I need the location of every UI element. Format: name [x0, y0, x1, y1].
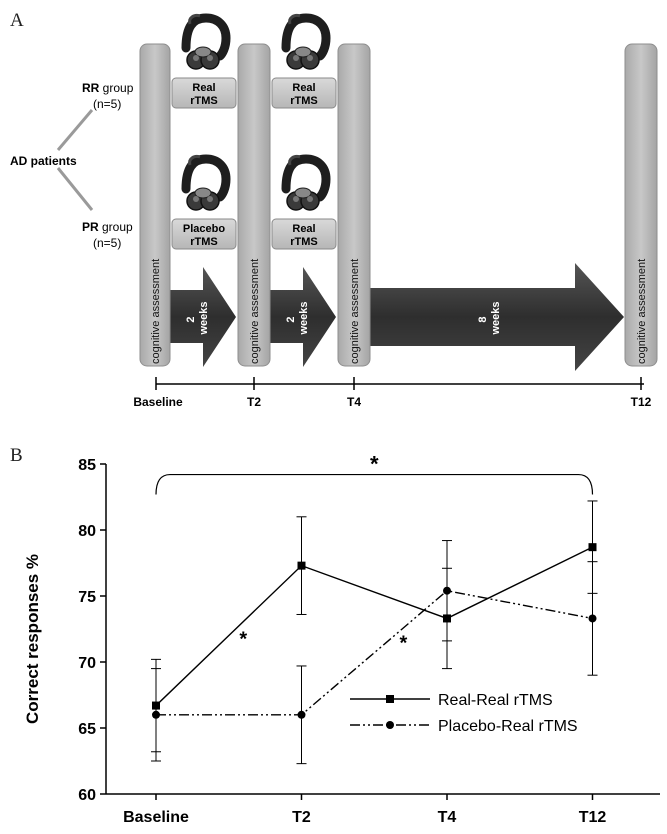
series-line [156, 589, 593, 716]
timeline-label: Baseline [133, 395, 183, 409]
y-tick-label: 75 [78, 589, 96, 606]
svg-text:2 weeks: 2 weeks [285, 301, 310, 335]
arrow-2: 2 weeks [270, 267, 336, 367]
x-tick-label: T12 [579, 809, 607, 826]
panel-b-letter: B [10, 445, 23, 466]
rr-period2-box: Real rTMS [271, 77, 337, 109]
significance-star: * [370, 452, 379, 477]
svg-text:rTMS: rTMS [290, 95, 318, 107]
line-chart: 60 65 70 75 80 85 Baseline T2 T4 T12 Correct respo… [23, 452, 660, 826]
rtms-coil-icon [186, 156, 226, 210]
rr-period1-box: Real rTMS [171, 77, 237, 109]
data-point-circle [152, 710, 160, 719]
svg-text:cognitive assessment: cognitive assessment [349, 259, 361, 364]
rtms-coil-icon [286, 156, 326, 210]
data-point-square [297, 561, 306, 570]
pr-period2-box: Real rTMS [271, 218, 337, 250]
timeline-label: T2 [247, 395, 261, 409]
svg-text:rTMS: rTMS [290, 236, 318, 248]
rr-group-n: (n=5) [93, 97, 121, 111]
rr-group-label: RR group [82, 81, 134, 95]
legend-label: Real-Real rTMS [438, 692, 553, 709]
assessment-column-t12: cognitive assessment [624, 43, 658, 367]
assessment-column-t4: cognitive assessment [337, 43, 371, 367]
rtms-coil-icon [186, 15, 226, 69]
panel-a-letter: A [10, 10, 24, 31]
x-tick-label: Baseline [123, 809, 189, 826]
pr-group-label: PR group [82, 220, 133, 234]
group-tree: AD patients RR group (n=5) PR group (n=5… [10, 81, 134, 250]
pr-group-n: (n=5) [93, 236, 121, 250]
x-tick-label: T4 [438, 809, 457, 826]
study-design-diagram: AD patients RR group (n=5) PR group (n=5… [10, 0, 658, 409]
x-tick-label: T2 [292, 809, 311, 826]
timeline: Baseline T2 T4 T12 [133, 377, 652, 409]
svg-text:Real: Real [292, 223, 315, 235]
y-tick-label: 65 [78, 721, 96, 738]
timeline-label: T4 [347, 395, 361, 409]
data-point-circle [297, 710, 306, 719]
svg-text:Real: Real [192, 82, 215, 94]
data-point-circle [588, 614, 597, 623]
series-line [155, 546, 593, 707]
y-tick-label: 80 [78, 523, 96, 540]
svg-text:Placebo: Placebo [183, 223, 225, 235]
significance-star: * [399, 633, 407, 655]
legend-marker-circle [386, 721, 394, 729]
y-axis-label: Correct responses % [23, 554, 42, 724]
svg-text:2 weeks: 2 weeks [185, 301, 210, 335]
significance-bracket [155, 473, 594, 495]
svg-text:cognitive assessment: cognitive assessment [249, 259, 261, 364]
svg-text:Real: Real [292, 82, 315, 94]
legend-label: Placebo-Real rTMS [438, 718, 578, 735]
significance-star: * [239, 629, 247, 651]
svg-text:rTMS: rTMS [190, 95, 218, 107]
svg-text:8 weeks: 8 weeks [477, 301, 502, 335]
svg-text:rTMS: rTMS [190, 236, 218, 248]
assessment-column-baseline: cognitive assessment [139, 43, 171, 367]
y-tick-label: 70 [78, 655, 96, 672]
y-tick-label: 60 [78, 787, 96, 804]
legend-marker-square [386, 695, 394, 703]
timeline-label: T12 [631, 395, 652, 409]
svg-text:cognitive assessment: cognitive assessment [636, 259, 648, 364]
y-tick-label: 85 [78, 457, 96, 474]
data-point-square [588, 543, 597, 552]
assessment-column-t2: cognitive assessment [237, 43, 271, 367]
data-point-circle [443, 586, 451, 595]
root-label: AD patients [10, 154, 77, 168]
rtms-coil-icon [286, 15, 326, 69]
svg-text:cognitive assessment: cognitive assessment [150, 259, 162, 364]
pr-period1-box: Placebo rTMS [171, 218, 237, 250]
arrow-3: 8 weeks [368, 263, 624, 371]
arrow-1: 2 weeks [170, 267, 236, 367]
